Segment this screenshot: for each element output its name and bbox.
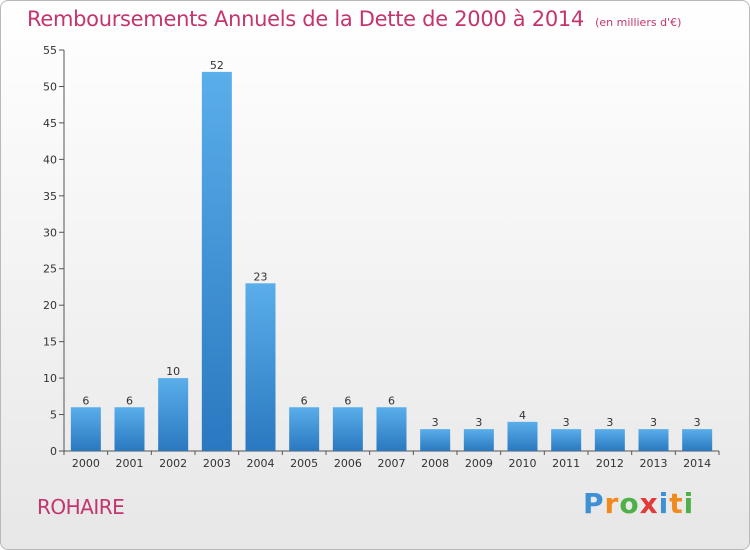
y-tick-label: 25 (43, 263, 57, 276)
bar-2011 (551, 429, 582, 451)
x-tick-label: 2011 (552, 457, 580, 470)
x-tick-label: 2002 (159, 457, 187, 470)
x-tick-label: 2014 (683, 457, 711, 470)
x-tick-label: 2012 (596, 457, 624, 470)
bar-2010 (507, 421, 538, 451)
bar-2003 (201, 71, 232, 451)
bar-value-label: 6 (82, 394, 89, 407)
bar-value-label: 3 (475, 416, 482, 429)
logo-letter: P (583, 487, 605, 520)
bar-value-label: 6 (388, 394, 395, 407)
bar-2013 (638, 429, 669, 451)
x-tick-label: 2006 (334, 457, 362, 470)
bar-2007 (376, 407, 407, 451)
bar-value-label: 3 (606, 416, 613, 429)
y-tick-label: 0 (50, 445, 57, 458)
x-tick-label: 2013 (640, 457, 668, 470)
x-axis: 2000 2001 2002 2003 2004 2005 2006 2007 2008 2009… (63, 450, 720, 470)
y-tick-label: 15 (43, 336, 57, 349)
bar-2006 (332, 407, 363, 451)
chart-unit-note: (en milliers d'€) (595, 16, 682, 29)
bar-2000 (70, 407, 101, 451)
y-tick-label: 40 (43, 153, 57, 166)
bar-value-label: 3 (563, 416, 570, 429)
bar-value-label: 3 (694, 416, 701, 429)
bar-value-label: 4 (519, 409, 526, 422)
bar-2014 (682, 429, 713, 451)
chart-title-block: Remboursements Annuels de la Dette de 20… (27, 7, 681, 31)
logo-letter: i (658, 487, 670, 520)
y-tick-label: 50 (43, 80, 57, 93)
bar-2001 (114, 407, 145, 451)
bar-value-label: 3 (650, 416, 657, 429)
x-tick-label: 2005 (290, 457, 318, 470)
x-tick-label: 2010 (509, 457, 537, 470)
y-tick-label: 20 (43, 299, 57, 312)
x-tick-label: 2004 (247, 457, 275, 470)
bar-2002 (158, 378, 189, 451)
bar-value-label: 6 (301, 394, 308, 407)
x-tick-label: 2000 (72, 457, 100, 470)
y-tick-label: 35 (43, 190, 57, 203)
bar-value-label: 6 (126, 394, 133, 407)
x-tick-label: 2003 (203, 457, 231, 470)
x-tick-label: 2009 (465, 457, 493, 470)
y-axis: 0 5 10 15 20 25 30 35 40 45 50 55 (43, 44, 65, 458)
y-tick-label: 10 (43, 372, 57, 385)
logo-letter: r (604, 487, 620, 520)
bar-value-label: 23 (254, 270, 268, 283)
logo-letter: t (669, 487, 684, 520)
logo-letter: x (639, 487, 659, 520)
bar-2008 (420, 429, 451, 451)
x-tick-label: 2008 (421, 457, 449, 470)
bar-value-label: 10 (166, 365, 180, 378)
bar-2009 (463, 429, 494, 451)
bar-value-label: 3 (432, 416, 439, 429)
bar-value-label: 52 (210, 59, 224, 72)
bars-group: 6 6 10 52 23 6 6 6 3 3 4 3 3 3 3 (70, 59, 713, 451)
x-tick-label: 2007 (378, 457, 406, 470)
proxiti-logo: Proxiti (583, 487, 694, 520)
logo-letter: o (619, 487, 640, 520)
bar-2005 (289, 407, 320, 451)
y-tick-label: 30 (43, 226, 57, 239)
bar-2004 (245, 283, 276, 451)
y-tick-label: 45 (43, 117, 57, 130)
commune-name: ROHAIRE (37, 495, 125, 519)
logo-letter: i (683, 487, 695, 520)
y-tick-label: 5 (50, 409, 57, 422)
x-tick-label: 2001 (116, 457, 144, 470)
y-tick-label: 55 (43, 44, 57, 57)
bar-value-label: 6 (344, 394, 351, 407)
chart-title: Remboursements Annuels de la Dette de 20… (27, 7, 584, 31)
bar-2012 (594, 429, 625, 451)
